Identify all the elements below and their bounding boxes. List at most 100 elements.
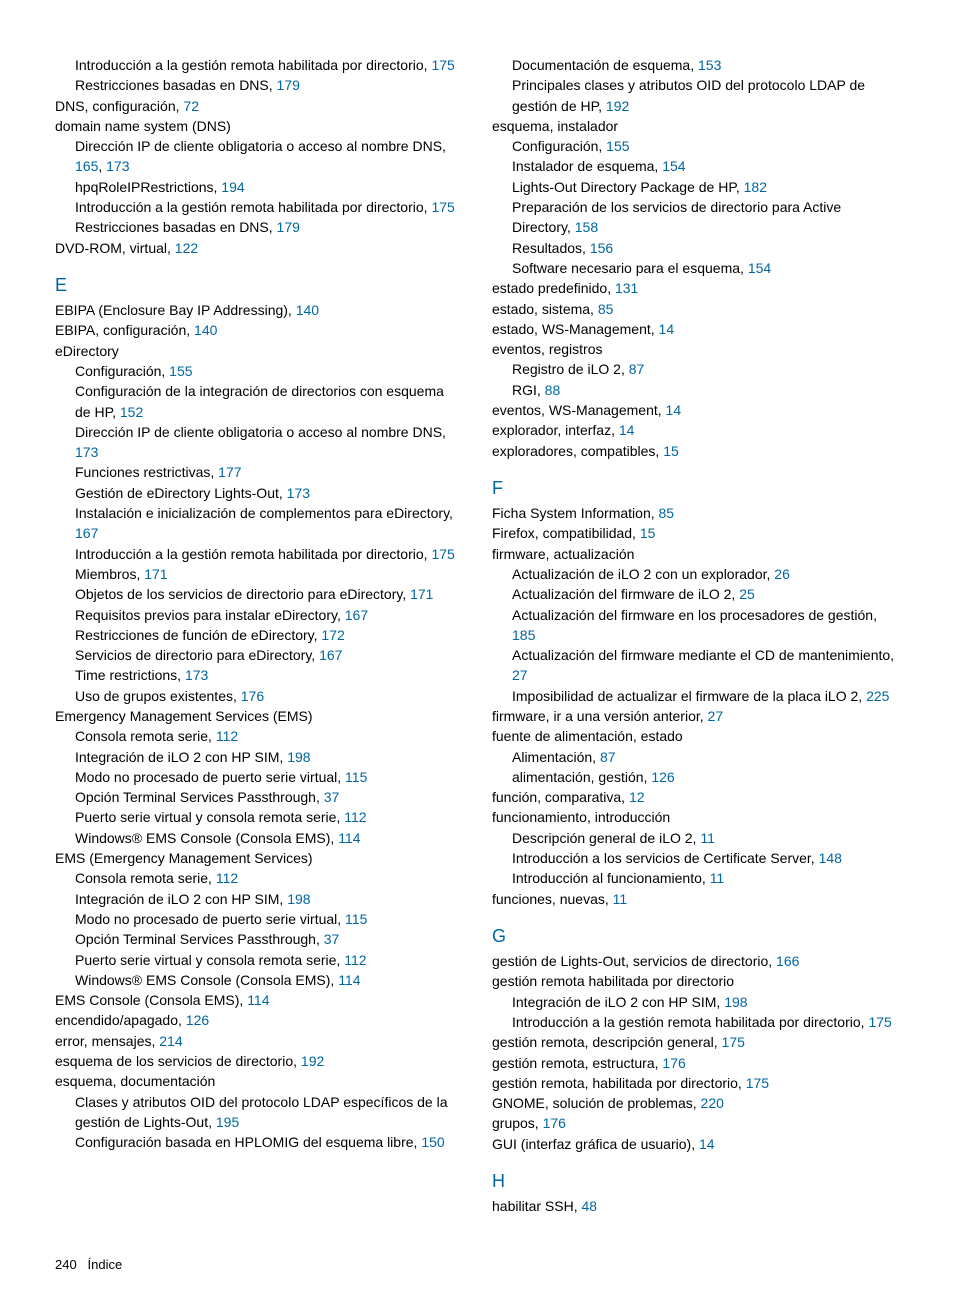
index-entry-text: GUI (interfaz gráfica de usuario), [492, 1136, 699, 1152]
page-link[interactable]: 12 [629, 789, 645, 805]
page-link[interactable]: 182 [744, 179, 767, 195]
page-link[interactable]: 175 [431, 199, 454, 215]
index-entry: estado predefinido, 131 [492, 278, 899, 298]
index-entry-text: estado, WS-Management, [492, 321, 659, 337]
page-link[interactable]: 14 [659, 321, 675, 337]
page-link[interactable]: 155 [606, 138, 629, 154]
index-entry-text: hpqRoleIPRestrictions, [75, 179, 221, 195]
index-entry-text: Opción Terminal Services Passthrough, [75, 789, 324, 805]
page-link[interactable]: 171 [144, 566, 167, 582]
index-entry-text: Restricciones de función de eDirectory, [75, 627, 321, 643]
page-link[interactable]: 140 [296, 302, 319, 318]
page-link[interactable]: 27 [708, 708, 724, 724]
page-link[interactable]: 220 [701, 1095, 724, 1111]
page-link[interactable]: 171 [410, 586, 433, 602]
index-entry-text: eventos, WS-Management, [492, 402, 666, 418]
page-link[interactable]: 195 [216, 1114, 239, 1130]
page-link[interactable]: 112 [216, 728, 238, 744]
page-link[interactable]: 85 [598, 301, 614, 317]
page-link[interactable]: 177 [218, 464, 241, 480]
index-entry: gestión remota habilitada por directorio [492, 971, 899, 991]
page-link[interactable]: 122 [175, 240, 198, 256]
page-link[interactable]: 176 [241, 688, 264, 704]
page-link[interactable]: 179 [277, 219, 300, 235]
page-link[interactable]: 173 [106, 158, 129, 174]
page-link[interactable]: 11 [700, 830, 715, 846]
page-link[interactable]: 154 [662, 158, 685, 174]
page-link[interactable]: 155 [169, 363, 192, 379]
page-link[interactable]: 175 [746, 1075, 769, 1091]
page-link[interactable]: 14 [666, 402, 682, 418]
page-link[interactable]: 72 [183, 98, 199, 114]
page-link[interactable]: 179 [277, 77, 300, 93]
page-link[interactable]: 173 [287, 485, 310, 501]
page-link[interactable]: 176 [543, 1115, 566, 1131]
page-link[interactable]: 175 [431, 57, 454, 73]
page-link[interactable]: 115 [345, 769, 367, 785]
page-link[interactable]: 173 [75, 444, 98, 460]
page-link[interactable]: 172 [321, 627, 344, 643]
page-link[interactable]: 87 [629, 361, 645, 377]
page-link[interactable]: 112 [344, 809, 366, 825]
page-link[interactable]: 194 [221, 179, 244, 195]
page-link[interactable]: 214 [159, 1033, 182, 1049]
page-link[interactable]: 48 [581, 1198, 597, 1214]
page-link[interactable]: 11 [710, 870, 725, 886]
index-entry: Consola remota serie, 112 [55, 726, 462, 746]
page-link[interactable]: 153 [698, 57, 721, 73]
page-link[interactable]: 27 [512, 667, 528, 683]
page-link[interactable]: 185 [512, 627, 535, 643]
page-link[interactable]: 85 [659, 505, 675, 521]
page-link[interactable]: 176 [662, 1055, 685, 1071]
page-link[interactable]: 25 [739, 586, 755, 602]
page-link[interactable]: 225 [866, 688, 889, 704]
index-entry: Dirección IP de cliente obligatoria o ac… [55, 422, 462, 463]
page-link[interactable]: 126 [651, 769, 674, 785]
page-link[interactable]: 167 [75, 525, 98, 541]
page-link[interactable]: 37 [324, 789, 340, 805]
page-link[interactable]: 150 [421, 1134, 444, 1150]
page-link[interactable]: 167 [319, 647, 342, 663]
index-entry-text: Opción Terminal Services Passthrough, [75, 931, 324, 947]
page-link[interactable]: 131 [615, 280, 638, 296]
page-link[interactable]: 112 [216, 870, 238, 886]
index-entry-text: firmware, ir a una versión anterior, [492, 708, 708, 724]
page-link[interactable]: 158 [575, 219, 598, 235]
page-link[interactable]: 87 [600, 749, 616, 765]
page-link[interactable]: 15 [640, 525, 656, 541]
page-link[interactable]: 175 [722, 1034, 745, 1050]
page-link[interactable]: 14 [619, 422, 635, 438]
page-link[interactable]: 114 [247, 992, 269, 1008]
page-link[interactable]: 173 [185, 667, 208, 683]
page-link[interactable]: 152 [120, 404, 143, 420]
page-link[interactable]: 148 [819, 850, 842, 866]
page-link[interactable]: 14 [699, 1136, 715, 1152]
index-entry: RGI, 88 [492, 380, 899, 400]
index-entry-text: Configuración basada en HPLOMIG del esqu… [75, 1134, 421, 1150]
page-link[interactable]: 126 [186, 1012, 209, 1028]
index-entry: habilitar SSH, 48 [492, 1196, 899, 1216]
page-link[interactable]: 198 [724, 994, 747, 1010]
page-link[interactable]: 114 [338, 972, 360, 988]
page-link[interactable]: 114 [338, 830, 360, 846]
page-link[interactable]: 37 [324, 931, 340, 947]
page-link[interactable]: 15 [663, 443, 679, 459]
page-link[interactable]: 175 [868, 1014, 891, 1030]
page-link[interactable]: 88 [545, 382, 561, 398]
page-link[interactable]: 192 [606, 98, 629, 114]
page-link[interactable]: 112 [344, 952, 366, 968]
page-link[interactable]: 140 [194, 322, 217, 338]
page-link[interactable]: 198 [287, 891, 310, 907]
page-link[interactable]: 192 [301, 1053, 324, 1069]
page-link[interactable]: 11 [613, 891, 628, 907]
page-link[interactable]: 156 [590, 240, 613, 256]
page-link[interactable]: 167 [345, 607, 368, 623]
index-entry: Integración de iLO 2 con HP SIM, 198 [55, 747, 462, 767]
page-link[interactable]: 165 [75, 158, 98, 174]
page-link[interactable]: 166 [776, 953, 799, 969]
page-link[interactable]: 26 [774, 566, 790, 582]
page-link[interactable]: 115 [345, 911, 367, 927]
page-link[interactable]: 175 [431, 546, 454, 562]
page-link[interactable]: 154 [748, 260, 771, 276]
page-link[interactable]: 198 [287, 749, 310, 765]
